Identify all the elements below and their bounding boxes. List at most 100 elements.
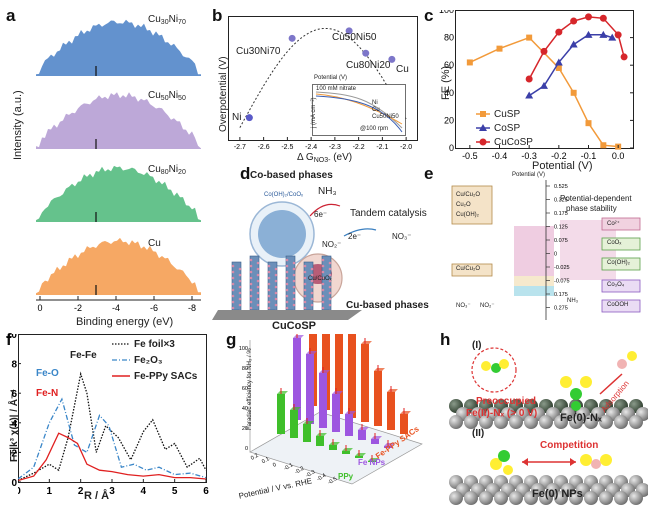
panel-c-label: c (424, 6, 434, 25)
b-xtick-label-6: -2.1 (376, 144, 388, 151)
panel-c-legend (476, 111, 490, 146)
g-ztick-label-0: 0 (245, 446, 248, 452)
c-point-1-4 (584, 30, 593, 38)
panel-a-label: a (6, 6, 16, 25)
b-point-2 (345, 27, 353, 35)
g-bar-0-3 (361, 344, 369, 422)
g-bar-1-2 (358, 430, 366, 440)
e-tick-label-8: 0.175 (554, 292, 568, 298)
g-bar-0-2 (374, 371, 382, 426)
c-xtick-label-4: -0.1 (581, 151, 597, 161)
g-series-ppy: PPy (338, 472, 354, 481)
b-point-1 (288, 34, 296, 42)
g-xtick-label-3: -0.1 (283, 462, 294, 472)
f-series-1 (18, 397, 207, 480)
e-nitrate: NO₃⁻ (456, 303, 471, 309)
g-bar-2-3 (329, 445, 337, 450)
g-bar-1-5 (319, 373, 327, 428)
e-axis-title: Potential (V) (512, 172, 546, 178)
panel-a-xlabel: Binding energy (eV) (76, 316, 174, 328)
no3-label-d: NO₃⁻ (392, 232, 412, 241)
point-label-cu: Cu (396, 64, 409, 75)
c-series-2 (528, 16, 625, 80)
panel-c-ytick-labels: 0 20 40 60 80 100 (439, 10, 454, 153)
c-xtick-label-1: -0.4 (492, 151, 508, 161)
c-ytick-label-3: 60 (444, 60, 454, 70)
b-xtick-label-1: -2.6 (258, 144, 270, 151)
g-bar-2-7 (277, 394, 285, 434)
g-xtick-label-7: -0.5 (327, 476, 338, 486)
panel-d-label: d (240, 164, 251, 183)
co-phase-label: Co-based phases (250, 170, 333, 181)
e-tick-label-0: 0.525 (554, 184, 568, 190)
peak-fe-n: Fe-N (36, 388, 59, 399)
b-xtick-label-5: -2.2 (353, 144, 365, 151)
g-ztick-label-2: 40 (242, 406, 248, 412)
e-right-box4: Co₃O₄ (607, 282, 625, 288)
e-tick-label-1: 0.325 (554, 198, 568, 204)
c-point-1-5 (599, 30, 608, 38)
panel-h-illustration (449, 347, 648, 505)
c-point-2-3 (570, 17, 578, 25)
panel-a-spectra: 0 -2 -4 -6 -8 (36, 19, 201, 313)
c-point-2-2 (555, 28, 563, 36)
panel-b-plot: -2.7 -2.6 -2.5 -2.4 -2.3 -2.2 -2.1 -2.0 (228, 16, 418, 151)
g-bar-0-5 (335, 334, 343, 414)
f-xtick-label-3: 3 (109, 486, 115, 497)
f-ytick-label-4: 8 (11, 360, 17, 371)
panel-b-xlabel: Δ GNO3- (eV) (297, 152, 353, 164)
g-bar-2-1 (355, 456, 363, 458)
panel-c-legend-text: CuSP CoSP CuCoSP (494, 109, 533, 148)
spectrum-label-3: Cu80Ni20 (148, 164, 186, 176)
tandem-label: Tandem catalysis (350, 208, 427, 219)
sample-label: CuCoSP (272, 320, 316, 332)
f-ytick-label-3: 6 (11, 389, 17, 400)
point-label-cu50ni50: Cu50Ni50 (332, 32, 377, 43)
e-tick-label-7: -0.075 (554, 279, 570, 285)
c-point-1-1 (540, 81, 548, 89)
g-xtick-label-0: 0.2 (250, 453, 260, 462)
inset-ylabel: j (mA cm⁻²) (311, 97, 317, 129)
g-bar-1-0 (384, 446, 392, 448)
panel-e-label: e (424, 164, 434, 183)
spectrum-3 (36, 237, 201, 295)
c-ytick-label-5: 100 (439, 10, 454, 15)
c-point-2-6 (614, 31, 622, 39)
e-right-box5: CoOOH (607, 302, 629, 308)
panel-a-ylabel: Intensity (a.u.) (12, 90, 24, 160)
e-title2: Potential-dependent (560, 194, 632, 203)
g-bar-2-5 (303, 424, 311, 442)
d-substrate (212, 310, 362, 320)
a-xtick-label-3: -6 (150, 303, 158, 313)
h-fe0nps: Fe(0) NPs (532, 488, 583, 500)
g-bar-1-7 (293, 338, 301, 420)
b-xtick-label-7: -2.0 (400, 144, 412, 151)
c-point-0-6 (600, 142, 607, 149)
spectrum-2 (36, 165, 201, 222)
point-label-ni: Ni (232, 112, 242, 123)
g-ztick-label-5: 100 (239, 346, 248, 352)
e-right-box2: CoOₓ (607, 240, 622, 246)
f-ytick-label-5: 10 (6, 334, 18, 341)
b-xtick-label-2: -2.5 (281, 144, 293, 151)
nh3-label-d: NH₃ (318, 186, 337, 197)
c-point-2-4 (585, 13, 592, 21)
panel-d-illustration (212, 201, 377, 320)
e-nitrite: NO₂⁻ (480, 303, 495, 309)
h-competition: Competition (540, 440, 599, 451)
c-xtick-label-3: -0.2 (551, 151, 567, 161)
g-xtick-label-1: 0.1 (261, 456, 271, 465)
f-xtick-label-0: 0 (18, 486, 21, 497)
g-bar-2-6 (290, 410, 298, 438)
c-xtick-label-0: -0.5 (462, 151, 478, 161)
f-xtick-label-2: 2 (78, 486, 84, 497)
e-tick-label-3: 0.125 (554, 225, 568, 231)
c-ytick-label-2: 40 (444, 88, 454, 98)
f-series-0 (18, 371, 207, 482)
f-xtick-label-1: 1 (47, 486, 53, 497)
spectrum-label-4: Cu (148, 238, 161, 249)
inset-xlabel: Potential (V) (314, 75, 348, 81)
e-left-box1: Cu/Cu₂O Cu₂O Cu(OH)₂ (456, 192, 481, 218)
panel-b-inset (312, 84, 406, 136)
